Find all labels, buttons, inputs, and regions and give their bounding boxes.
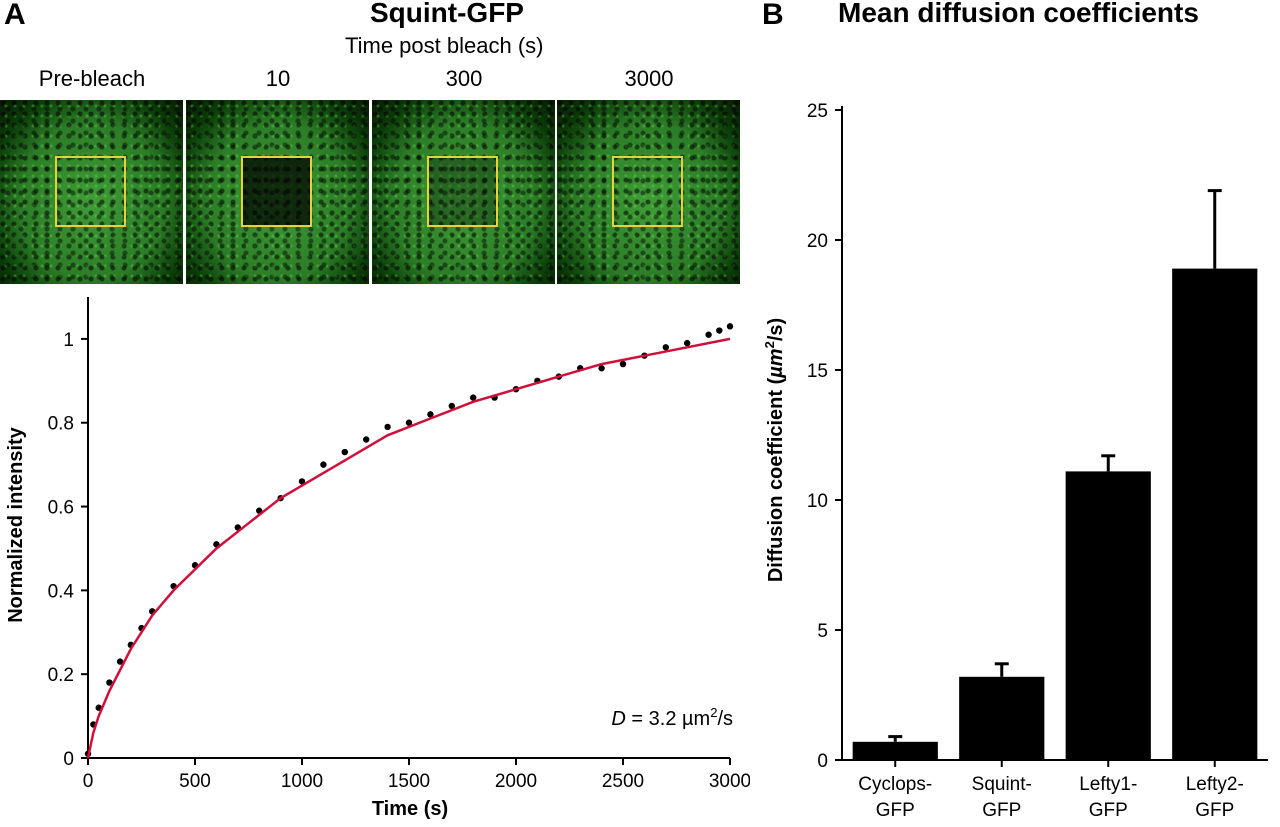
data-point [448, 402, 455, 410]
bleach-roi-box [427, 156, 498, 227]
bar [1172, 268, 1258, 760]
bar-category-label: GFP [1089, 800, 1128, 821]
bleach-roi-box [612, 156, 683, 227]
bar-category-label: GFP [876, 800, 915, 821]
panel-a-letter: A [4, 0, 26, 31]
panel-b-letter: B [762, 0, 784, 31]
fit-curve [86, 337, 731, 759]
data-point [298, 478, 306, 485]
data-point [427, 411, 434, 418]
bar [852, 741, 938, 760]
panel-b-title: Mean diffusion coefficients [838, 0, 1199, 28]
micrograph-300s [372, 100, 555, 284]
x-tick-label: 0 [83, 771, 94, 792]
data-point [662, 344, 669, 351]
micrograph-pre-bleach [0, 100, 183, 284]
bleach-roi-box [241, 156, 312, 227]
annotation-symbol: D [611, 708, 625, 730]
panel-a-title: Squint-GFP [370, 0, 524, 28]
image-label-pre-bleach: Pre-bleach [38, 66, 146, 91]
y-tick-label: 0.6 [48, 498, 74, 519]
image-label-300: 300 [445, 66, 483, 91]
data-point [320, 461, 327, 468]
data-point [106, 679, 113, 686]
data-point [384, 423, 391, 431]
y-tick-label: 0.4 [48, 581, 75, 602]
bar-y-label-sup: 2 [762, 341, 777, 348]
x-tick-label: 1500 [388, 771, 430, 792]
x-tick-label: 2500 [602, 771, 644, 792]
data-point [470, 394, 477, 401]
x-tick-label: 3000 [709, 771, 750, 792]
bleach-roi-box [55, 156, 126, 227]
bar-category-label: Cyclops- [858, 774, 932, 795]
data-point [684, 339, 691, 347]
annotation-superscript: 2 [710, 705, 717, 720]
data-point [598, 365, 605, 372]
y-tick-label: 1 [63, 330, 74, 351]
bar-y-tick-label: 20 [807, 231, 828, 252]
data-point [619, 360, 627, 368]
data-point [116, 658, 124, 665]
image-label-10: 10 [265, 66, 291, 91]
frap-recovery-chart: 0 500 1000 1500 2000 2500 3000 0 0.2 0.4 0.6 0.8 1 N… [5, 297, 750, 820]
x-tick-label: 500 [179, 771, 211, 792]
bar-category-label: Lefty1- [1079, 774, 1137, 795]
y-tick-label: 0.8 [48, 414, 74, 435]
y-tick-label: 0 [63, 749, 74, 770]
data-point [405, 419, 413, 426]
micrograph-10s [186, 100, 369, 284]
annotation-suffix: /s [717, 708, 733, 730]
y-axis-label: Normalized intensity [5, 426, 27, 622]
bar [959, 676, 1045, 760]
bar-y-label-suffix: /s) [765, 318, 787, 341]
x-tick-label: 2000 [495, 771, 537, 792]
annotation-text: = 3.2 µm [626, 708, 710, 730]
diffusion-bar-chart: 0 5 10 15 20 25 Cyclops- GFP Squint- GFP Lefty1- GF… [762, 101, 1268, 821]
bar-category-label: GFP [982, 800, 1021, 821]
bar-y-tick-label: 15 [807, 361, 828, 382]
bar-category-label: GFP [1195, 800, 1234, 821]
panel-a-subtitle: Time post bleach (s) [345, 33, 544, 58]
data-point [341, 448, 348, 456]
image-label-3000: 3000 [624, 66, 674, 91]
x-tick-label: 1000 [281, 771, 323, 792]
x-axis-label: Time (s) [372, 798, 448, 820]
data-point [705, 331, 712, 338]
bar [1065, 471, 1151, 760]
data-point [363, 436, 370, 443]
micrograph-3000s [557, 100, 740, 284]
data-point [716, 327, 723, 334]
y-tick-label: 0.2 [48, 665, 74, 686]
data-point [726, 323, 734, 330]
bar-y-tick-label: 10 [807, 491, 828, 512]
bar-y-tick-label: 0 [817, 751, 828, 772]
bar-category-label: Lefty2- [1186, 774, 1244, 795]
bar-y-label-prefix: Diffusion coefficient ( [765, 377, 787, 582]
bar-y-tick-label: 25 [807, 101, 828, 122]
bar-y-tick-label: 5 [817, 621, 828, 642]
bar-y-axis-label: Diffusion coefficient (µm2/s) [762, 318, 787, 582]
diffusion-annotation: D = 3.2 µm2/s [611, 705, 733, 730]
bar-y-label-unit: µm [765, 348, 787, 378]
bar-category-label: Squint- [972, 774, 1032, 795]
